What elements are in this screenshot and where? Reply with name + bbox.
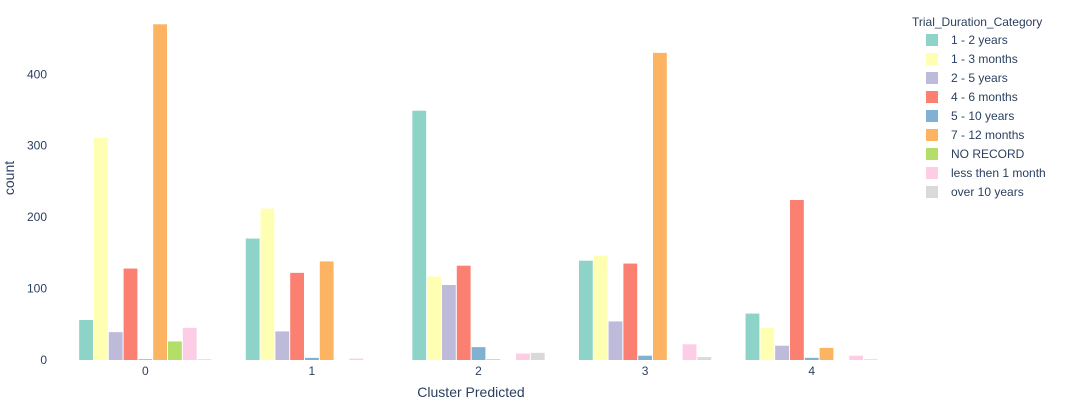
y-axis-ticks: 0 100 200 300 400: [27, 67, 47, 367]
legend-item[interactable]: over 10 years: [926, 185, 1024, 199]
bar[interactable]: [123, 268, 138, 360]
legend-label: NO RECORD: [951, 147, 1025, 161]
legend-item[interactable]: less then 1 month: [926, 166, 1046, 180]
bar[interactable]: [456, 265, 471, 360]
legend-label: less then 1 month: [951, 166, 1046, 180]
x-tick-label: 4: [808, 364, 815, 378]
bar[interactable]: [775, 345, 789, 360]
legend-item[interactable]: 5 - 10 years: [926, 109, 1014, 123]
legend-swatch: [926, 167, 938, 179]
bar[interactable]: [260, 208, 275, 360]
bar[interactable]: [168, 341, 182, 360]
bar[interactable]: [760, 327, 775, 360]
legend-label: 7 - 12 months: [951, 128, 1024, 142]
legend-item[interactable]: 1 - 2 years: [926, 33, 1008, 47]
series-1-3-months: [93, 137, 775, 360]
bar[interactable]: [471, 347, 486, 360]
legend-item[interactable]: 1 - 3 months: [926, 52, 1018, 66]
bar[interactable]: [819, 347, 834, 360]
series-over-10-years: [197, 352, 878, 360]
legend-label: 2 - 5 years: [951, 71, 1008, 85]
bar[interactable]: [412, 110, 427, 361]
legend-label: 1 - 3 months: [951, 52, 1018, 66]
plot-area: [79, 24, 878, 361]
bar[interactable]: [79, 320, 93, 360]
bar[interactable]: [245, 238, 260, 360]
bar[interactable]: [697, 357, 712, 360]
legend-item[interactable]: NO RECORD: [926, 147, 1025, 161]
legend-swatch: [926, 72, 938, 84]
bar[interactable]: [849, 355, 864, 360]
bar[interactable]: [530, 352, 545, 360]
bar[interactable]: [578, 260, 593, 360]
x-axis-title: Cluster Predicted: [417, 384, 524, 400]
series-no-record: [168, 341, 182, 360]
series-less-then-1-month: [182, 327, 864, 360]
legend-swatch: [926, 34, 938, 46]
y-axis-title: count: [1, 161, 17, 195]
bar[interactable]: [516, 353, 530, 360]
bar[interactable]: [305, 357, 319, 360]
bar[interactable]: [93, 137, 108, 360]
bar[interactable]: [638, 355, 653, 360]
bar[interactable]: [349, 358, 364, 360]
legend-swatch: [926, 53, 938, 65]
bar[interactable]: [138, 359, 153, 360]
y-tick-label: 400: [27, 67, 47, 81]
bar[interactable]: [182, 327, 197, 360]
bar[interactable]: [427, 276, 441, 360]
legend-swatch: [926, 91, 938, 103]
legend-label: 4 - 6 months: [951, 90, 1018, 104]
bar[interactable]: [486, 359, 501, 360]
legend-item[interactable]: 7 - 12 months: [926, 128, 1024, 142]
series-7-12-months: [153, 24, 834, 361]
series-2-5-years: [108, 285, 789, 360]
bar[interactable]: [804, 357, 819, 360]
bar[interactable]: [593, 255, 608, 360]
series-4-6-months: [123, 200, 804, 360]
legend-swatch: [926, 110, 938, 122]
bar[interactable]: [608, 321, 623, 360]
legend-label: 1 - 2 years: [951, 33, 1008, 47]
legend-item[interactable]: 4 - 6 months: [926, 90, 1018, 104]
bar[interactable]: [290, 272, 304, 360]
bar[interactable]: [864, 359, 878, 360]
legend[interactable]: Trial_Duration_Category 1 - 2 years 1 - 3…: [912, 15, 1046, 199]
y-tick-label: 300: [27, 139, 47, 153]
legend-label: 5 - 10 years: [951, 109, 1014, 123]
legend-label: over 10 years: [951, 185, 1024, 199]
x-tick-label: 3: [642, 364, 649, 378]
bar[interactable]: [319, 261, 334, 360]
legend-title: Trial_Duration_Category: [912, 15, 1042, 29]
legend-item[interactable]: 2 - 5 years: [926, 71, 1008, 85]
bar[interactable]: [108, 332, 123, 360]
bar[interactable]: [275, 331, 290, 360]
bar[interactable]: [197, 359, 212, 360]
y-tick-label: 0: [40, 353, 47, 367]
x-tick-label: 1: [309, 364, 316, 378]
x-tick-label: 0: [142, 364, 149, 378]
bar[interactable]: [682, 344, 697, 360]
series-5-10-years: [138, 347, 819, 360]
bar[interactable]: [745, 313, 760, 360]
x-axis-ticks: 0 1 2 3 4: [142, 364, 815, 378]
bar[interactable]: [653, 52, 667, 361]
x-tick-label: 2: [475, 364, 482, 378]
legend-swatch: [926, 129, 938, 141]
bar[interactable]: [441, 285, 456, 360]
series-1-2-years: [79, 110, 760, 361]
bar[interactable]: [623, 263, 638, 360]
bar[interactable]: [153, 24, 168, 360]
legend-swatch: [926, 186, 938, 198]
bar[interactable]: [789, 200, 804, 360]
y-tick-label: 100: [27, 282, 47, 296]
y-tick-label: 200: [27, 210, 47, 224]
legend-swatch: [926, 148, 938, 160]
